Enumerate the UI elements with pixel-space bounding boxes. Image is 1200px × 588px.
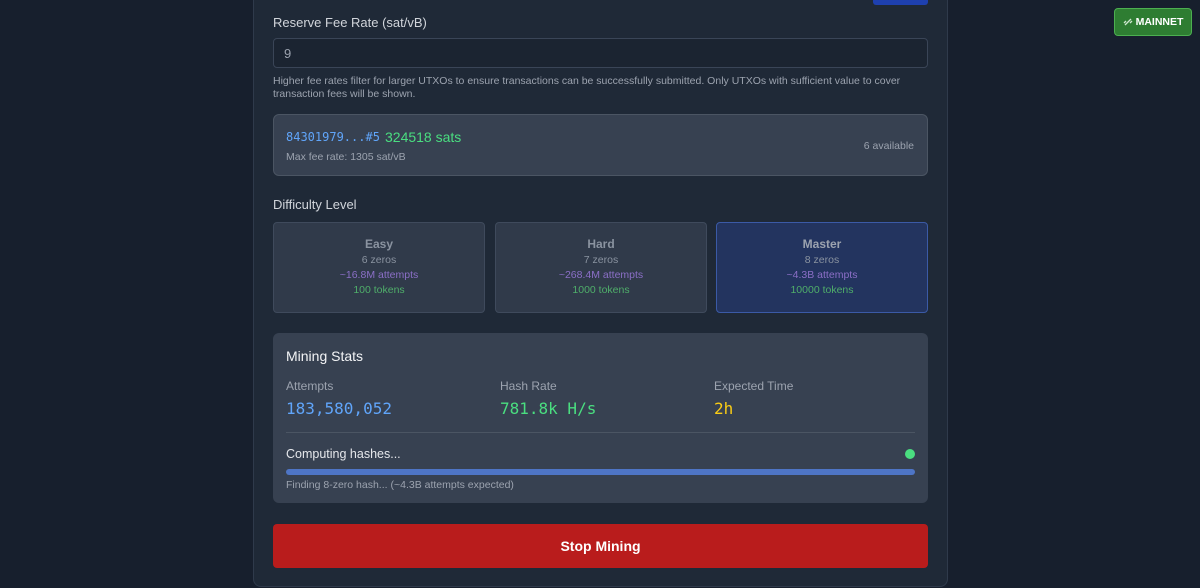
- level-reward: 100 tokens: [353, 284, 405, 296]
- difficulty-card[interactable]: Hard 7 zeros ~268.4M attempts 1000 tokens: [495, 222, 707, 313]
- utxo-amount: 324518 sats: [385, 129, 462, 145]
- stat-value: 2h: [714, 399, 734, 418]
- utxo-max-fee: Max fee rate: 1305 sat/vB: [286, 151, 406, 163]
- level-name: Master: [802, 237, 842, 251]
- stat-label: Expected Time: [714, 379, 794, 393]
- top-button[interactable]: [873, 0, 928, 5]
- level-reward: 10000 tokens: [790, 284, 854, 296]
- mining-stats: Mining Stats Attempts 183,580,052 Hash Rat…: [273, 333, 928, 503]
- status-text: Computing hashes...: [286, 447, 401, 461]
- utxo-id: 84301979...#5: [286, 130, 380, 144]
- stat-value: 183,580,052: [286, 399, 392, 418]
- level-attempts: ~4.3B attempts: [786, 269, 858, 281]
- level-attempts: ~16.8M attempts: [339, 269, 419, 281]
- fee-help: Higher fee rates filter for larger UTXOs…: [273, 75, 901, 100]
- stat-label: Hash Rate: [500, 379, 557, 393]
- network-badge[interactable]: MAINNET: [1114, 8, 1192, 36]
- badge-label: MAINNET: [1135, 16, 1184, 28]
- level-reward: 1000 tokens: [572, 284, 630, 296]
- status-detail: Finding 8-zero hash... (~4.3B attempts e…: [286, 479, 514, 491]
- fee-label: Reserve Fee Rate (sat/vB): [273, 15, 427, 30]
- utxo-available: 6 available: [863, 140, 914, 152]
- stop-button[interactable]: Stop Mining: [273, 524, 928, 568]
- difficulty-card[interactable]: Master 8 zeros ~4.3B attempts 10000 tokens: [716, 222, 928, 313]
- progress-bar: [286, 469, 915, 475]
- stat-label: Attempts: [286, 379, 334, 393]
- divider: [286, 432, 915, 433]
- level-name: Hard: [587, 237, 615, 251]
- level-zeros: 6 zeros: [361, 254, 397, 266]
- stat-value: 781.8k H/s: [500, 399, 597, 418]
- link-icon: [1123, 18, 1133, 26]
- stats-title: Mining Stats: [286, 348, 364, 364]
- level-zeros: 8 zeros: [804, 254, 840, 266]
- difficulty-card[interactable]: Easy 6 zeros ~16.8M attempts 100 tokens: [273, 222, 485, 313]
- level-zeros: 7 zeros: [583, 254, 619, 266]
- status-dot: [905, 449, 915, 459]
- utxo-card[interactable]: 84301979...#5 324518 sats Max fee rate: …: [273, 114, 928, 176]
- difficulty-label: Difficulty Level: [273, 197, 357, 212]
- level-attempts: ~268.4M attempts: [558, 269, 644, 281]
- fee-input[interactable]: 9: [273, 38, 928, 68]
- level-name: Easy: [364, 237, 394, 251]
